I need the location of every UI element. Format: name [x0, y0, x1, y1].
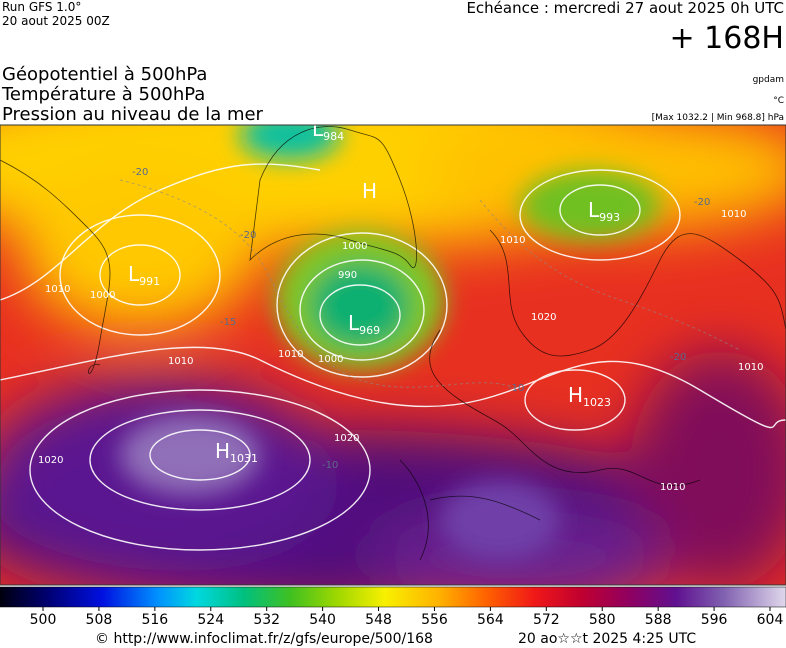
pressure-center: L969 [348, 311, 380, 337]
center-value: 1031 [230, 452, 258, 465]
temperature-label: -10 [322, 460, 338, 471]
colorbar-label: 524 [197, 612, 224, 628]
isobar-label: 1010 [278, 349, 303, 360]
isobar-label: 1000 [90, 290, 115, 301]
center-letter: H [568, 383, 583, 407]
temperature-label: -20 [670, 352, 686, 363]
colorbar-label: 508 [86, 612, 113, 628]
isobar-label: 1010 [721, 209, 746, 220]
isobar-label: 1010 [500, 235, 525, 246]
isobar-label: 1020 [38, 455, 63, 466]
center-letter: L [588, 198, 600, 222]
echeance: Echéance : mercredi 27 aout 2025 0h UTC [466, 0, 784, 17]
lead-time: + 168H [670, 21, 785, 56]
unit: gpdam [753, 75, 784, 85]
temperature-label: -10 [508, 383, 524, 394]
isobar-label: 990 [338, 270, 357, 281]
isobar-label: 1020 [531, 312, 556, 323]
center-letter: L [348, 311, 360, 335]
isotherms [119, 179, 741, 391]
center-letter: H [215, 439, 230, 463]
map: L984HL991L969L993H1023H10311010100010101… [0, 117, 786, 585]
center-value: 984 [323, 130, 344, 143]
isobar-label: 1010 [738, 362, 763, 373]
temperature-label: -20 [240, 230, 256, 241]
title: Géopotentiel à 500hPa [2, 64, 207, 85]
pressure-center: L984 [312, 117, 344, 143]
isobar-label: 1000 [318, 354, 343, 365]
colorbar-label: 540 [309, 612, 336, 628]
pressure-center: L993 [588, 198, 620, 224]
isobar-label: 1010 [660, 482, 685, 493]
pressure-center: H1031 [215, 439, 258, 465]
center-value: 991 [139, 275, 160, 288]
pressure-center: L991 [128, 262, 160, 288]
colorbar-label: 532 [253, 612, 280, 628]
colorbar-label: 588 [645, 612, 672, 628]
temperature-label: -20 [694, 197, 710, 208]
colorbar-label: 572 [533, 612, 560, 628]
center-letter: L [128, 262, 140, 286]
pressure-center: H1023 [568, 383, 611, 409]
unit: [Max 1032.2 | Min 968.8] hPa [652, 113, 784, 123]
colorbar-label: 500 [30, 612, 57, 628]
center-value: 969 [359, 324, 380, 337]
center-letter: L [312, 117, 324, 141]
center-letter: H [362, 179, 377, 203]
title: Température à 500hPa [1, 84, 205, 105]
map-frame [0, 124, 786, 586]
run-date: 20 aout 2025 00Z [2, 14, 110, 28]
isobar-label: 1010 [168, 356, 193, 367]
isobar-label: 1010 [45, 284, 70, 295]
source: © http://www.infoclimat.fr/z/gfs/europe/… [95, 631, 433, 647]
coastlines [0, 126, 786, 561]
title: Pression au niveau de la mer [2, 104, 264, 125]
center-value: 993 [599, 211, 620, 224]
run: Run GFS 1.0° [2, 0, 81, 14]
colorbar: 500 508 516 524 532 540 548 556 564 572 580 588 596 6… [0, 586, 786, 628]
isobar-label: 1020 [334, 433, 359, 444]
colorbar-label: 564 [477, 612, 504, 628]
unit: °C [773, 96, 784, 106]
temperature-label: -20 [132, 167, 148, 178]
isobar-label: 1000 [342, 241, 367, 252]
temperature-label: -15 [220, 317, 236, 328]
pressure-center: H [362, 179, 377, 203]
colorbar-label: 604 [757, 612, 784, 628]
colorbar-label: 596 [701, 612, 728, 628]
colorbar-label: 556 [421, 612, 448, 628]
timestamp: 20 ao☆☆t 2025 4:25 UTC [518, 631, 696, 647]
colorbar-label: 580 [589, 612, 616, 628]
colorbar-label: 516 [141, 612, 168, 628]
colorbar-label: 548 [365, 612, 392, 628]
center-value: 1023 [583, 396, 611, 409]
